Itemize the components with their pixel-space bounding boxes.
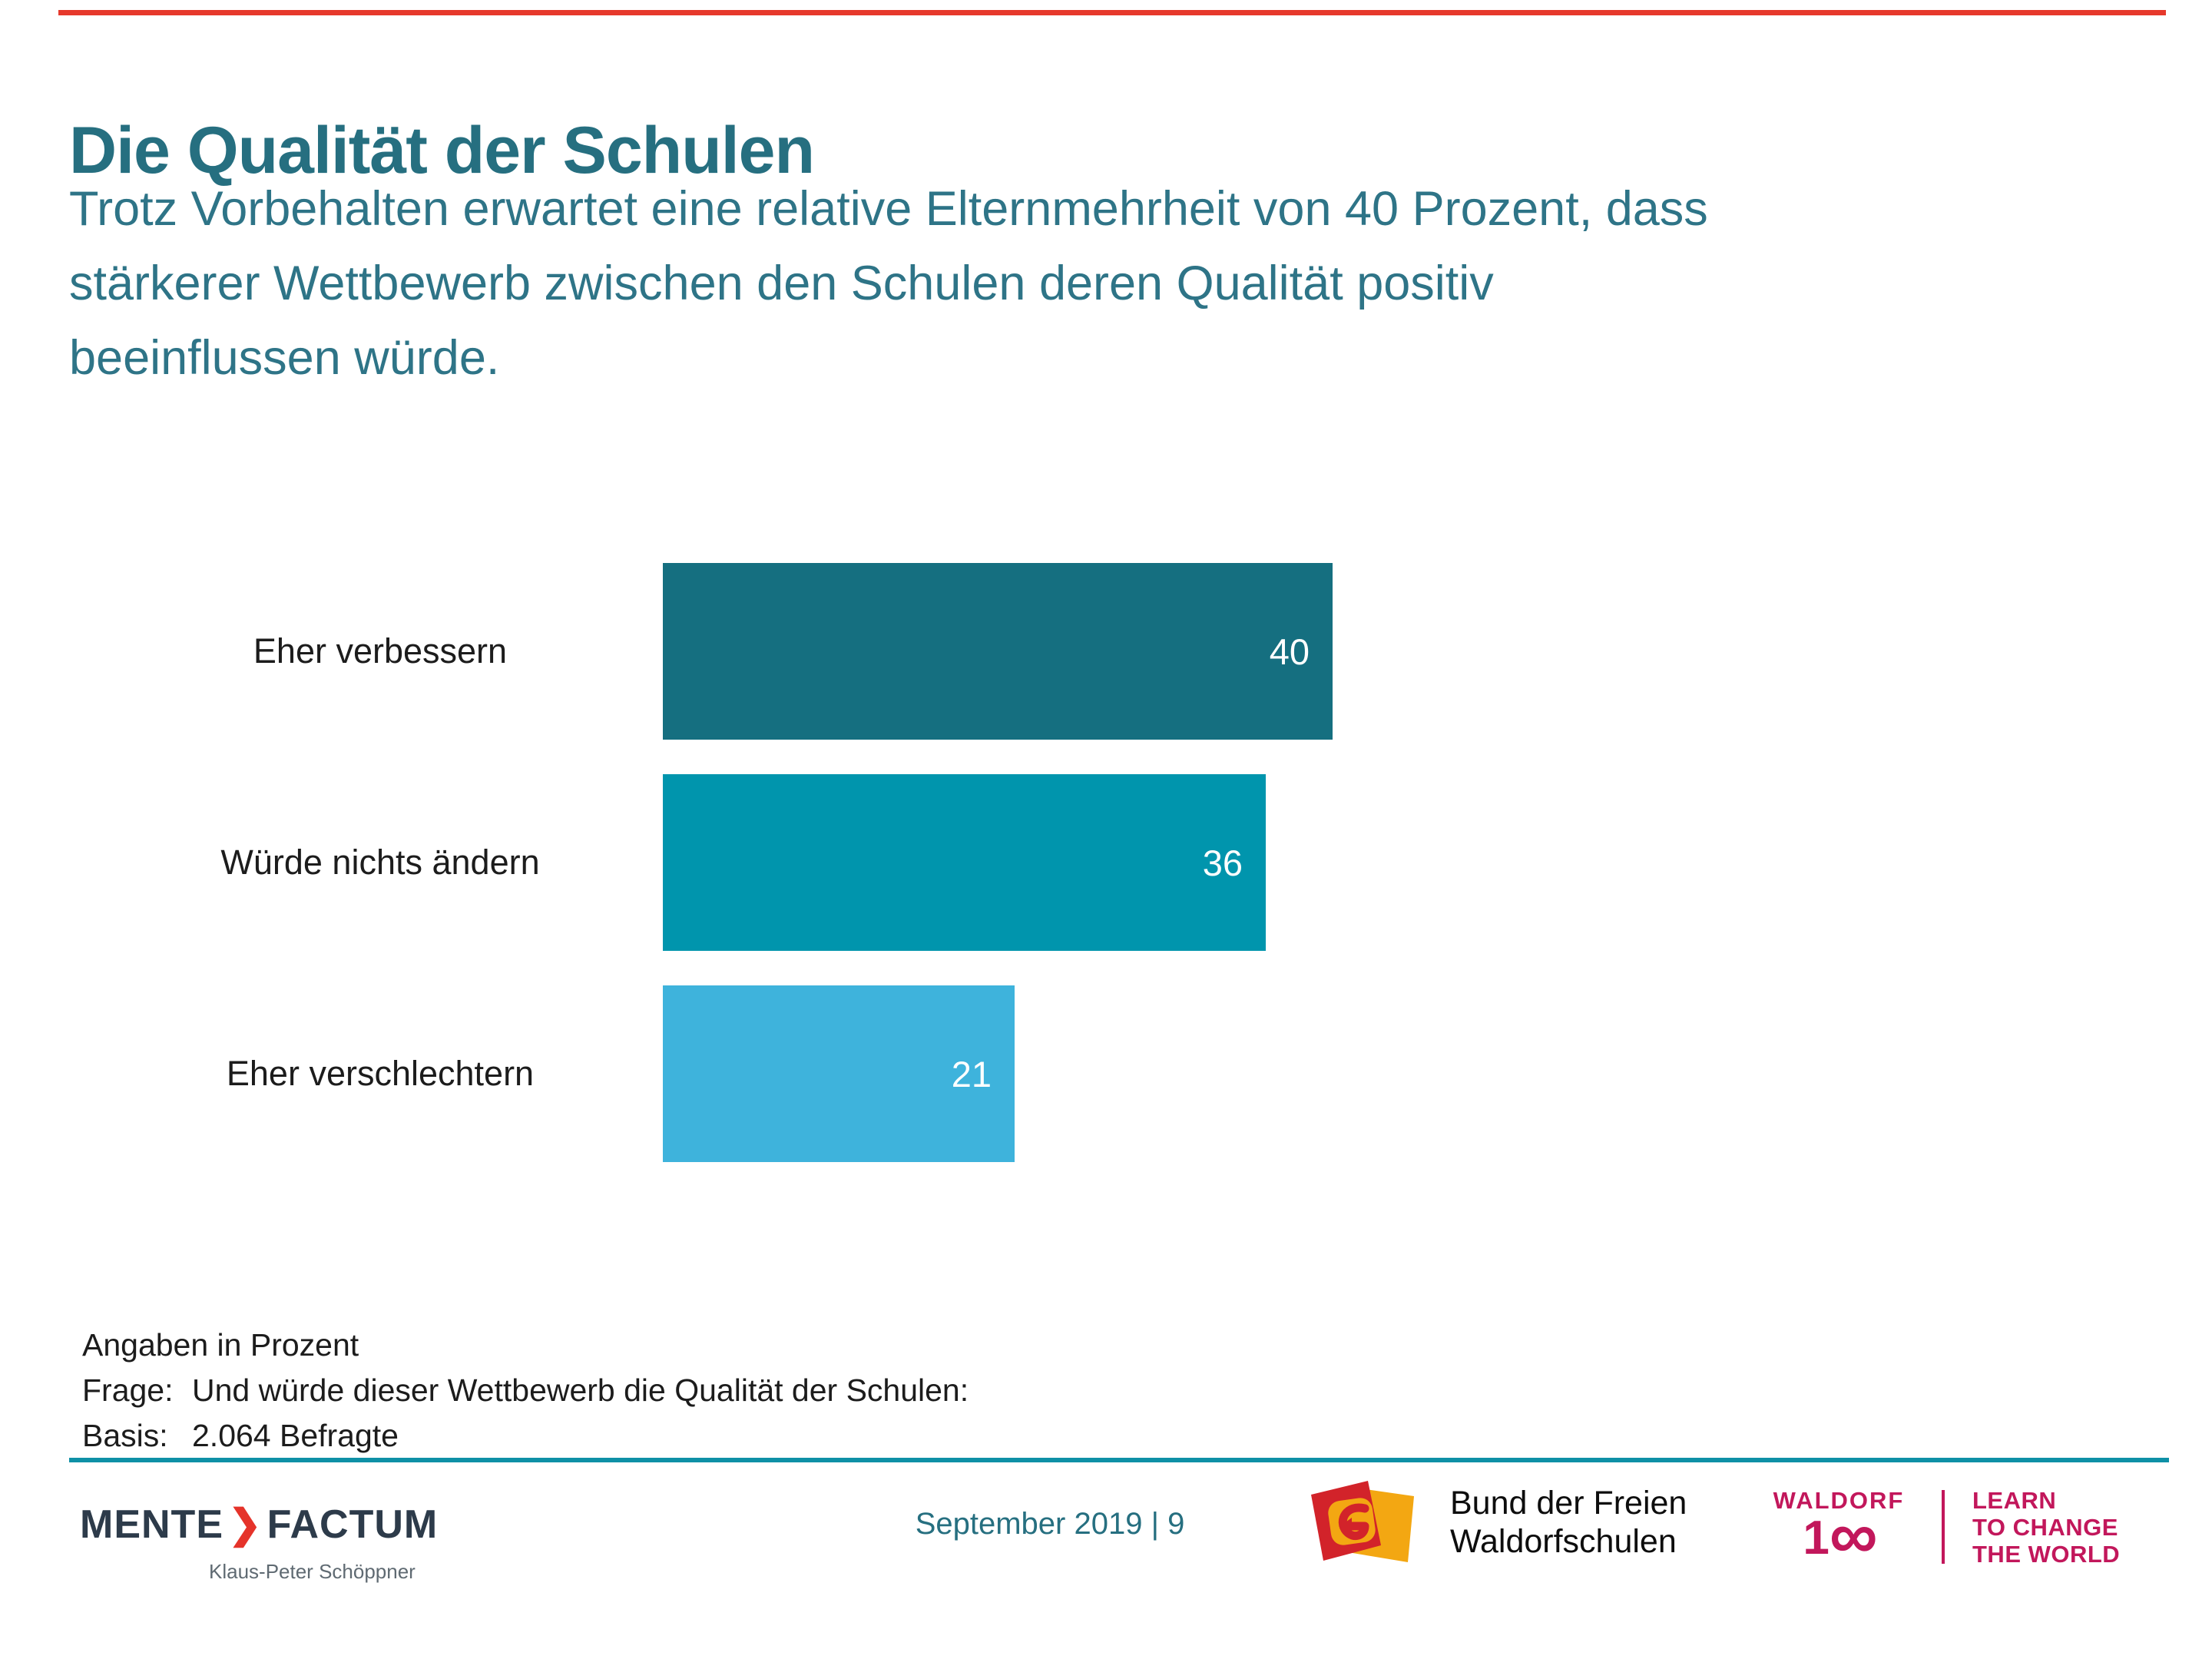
bar-2: 36 [663,774,1266,951]
basis-label: Basis: [82,1418,168,1453]
chart-row: Würde nichts ändern 36 [69,774,2174,951]
frage-note: Frage: Und würde dieser Wettbewerb die Q… [82,1368,969,1413]
unit-note-text: Angaben in Prozent [82,1327,359,1363]
infinity-icon: ∞ [1829,1497,1878,1573]
category-label: Würde nichts ändern [220,843,540,882]
subtitle-line-2: stärkerer Wettbewerb zwischen den Schule… [69,257,1494,310]
mentefactum-logo: MENTE ❯ FACTUM Klaus-Peter Schöppner [80,1502,438,1584]
waldorf-100-mark: 1∞ [1762,1502,1916,1578]
waldorf-word: WALDORF [1773,1487,1905,1514]
category-label: Eher verbessern [253,631,508,671]
waldorf100-brand: WALDORF 1∞ [1762,1487,1916,1578]
waldorfschulen-logo: Bund der Freien Waldorfschulen [1306,1478,1687,1576]
waldorf-100-one: 1 [1803,1512,1830,1565]
bar-chart: Eher verbessern 40 Würde nichts ändern 36 Eh… [69,563,2174,1197]
waldorfschulen-logo-icon [1311,1481,1414,1562]
value-label: 40 [1269,631,1310,672]
bar-1: 40 [663,563,1333,740]
chevron-icon: ❯ [228,1502,263,1547]
subtitle-line-3: beeinflussen würde. [69,331,500,385]
agency-person: Klaus-Peter Schöppner [209,1560,416,1583]
waldorf-claim-line-1: LEARN [1972,1487,2057,1514]
factum-text: FACTUM [267,1502,439,1547]
waldorf-claim: LEARN TO CHANGE THE WORLD [1972,1487,2120,1568]
waldorf-claim-line-3: THE WORLD [1972,1541,2121,1568]
chart-row: Eher verschlechtern 21 [69,985,2174,1162]
basis-text: 2.064 Befragte [192,1418,399,1453]
value-label: 36 [1202,842,1243,883]
footnotes: Angaben in Prozent Frage: Und würde dies… [82,1323,969,1459]
subtitle-line-1: Trotz Vorbehalten erwartet eine relative… [69,182,1708,236]
frage-label: Frage: [82,1373,174,1408]
chart-row: Eher verbessern 40 [69,563,2174,740]
mentefactum-wordmark: MENTE ❯ FACTUM [80,1502,438,1548]
date-page-number: September 2019 | 9 [915,1507,1185,1541]
partner-line1: Bund der Freien [1450,1485,1687,1522]
waldorf100-logo: WALDORF 1∞ LEARN TO CHANGE THE WORLD [1762,1487,2120,1578]
waldorf-logo-divider [1942,1490,1945,1564]
basis-note: Basis: 2.064 Befragte [82,1413,969,1459]
frage-text: Und würde dieser Wettbewerb die Qualität… [192,1373,969,1408]
bar-3: 21 [663,985,1015,1162]
waldorf-claim-line-2: TO CHANGE [1972,1514,2118,1541]
partner-line2: Waldorfschulen [1450,1523,1677,1560]
page-title: Die Qualität der Schulen [69,113,815,187]
mente-text: MENTE [80,1502,224,1547]
unit-note: Angaben in Prozent [82,1323,969,1368]
top-accent-rule [58,10,2166,15]
waldorfschulen-logo-text: Bund der Freien Waldorfschulen [1450,1484,1687,1561]
footer-divider [69,1458,2169,1462]
value-label: 21 [951,1053,992,1094]
category-label: Eher verschlechtern [226,1054,535,1093]
subtitle: Trotz Vorbehalten erwartet eine relative… [69,172,1708,396]
